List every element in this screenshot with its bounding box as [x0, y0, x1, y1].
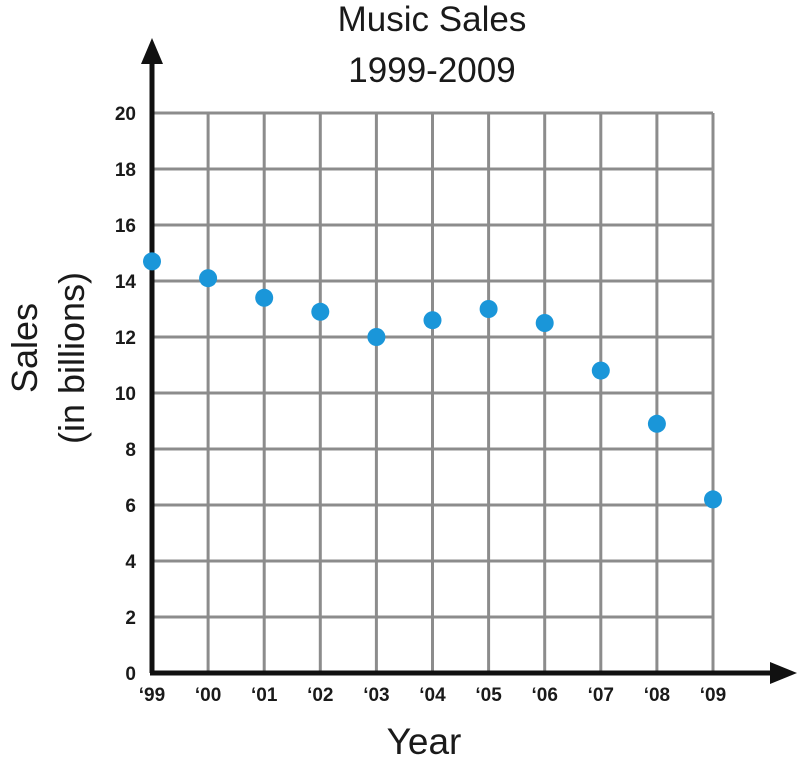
x-tick-label: ‘00	[195, 685, 221, 706]
data-point	[591, 361, 610, 380]
y-tick-label: 14	[115, 272, 137, 293]
data-points	[143, 252, 722, 509]
data-point	[535, 314, 554, 332]
y-tick-label: 16	[115, 216, 136, 237]
x-tick-labels: ‘99 ‘00 ‘01 ‘02 ‘03 ‘04 ‘05 ‘06 ‘07 ‘08 ‘09	[139, 685, 726, 706]
y-tick-label: 12	[115, 328, 136, 349]
data-point	[311, 302, 330, 321]
x-tick-label: ‘08	[644, 685, 670, 706]
y-axis-arrowhead	[141, 38, 163, 64]
y-tick-label: 18	[115, 160, 136, 181]
y-axis-label-units: (in billions)	[51, 272, 92, 444]
data-point	[704, 490, 722, 509]
y-axis-label: Sales	[4, 303, 45, 393]
x-tick-label: ‘01	[251, 685, 278, 706]
grid	[152, 111, 715, 673]
x-tick-label: ‘03	[363, 685, 389, 706]
y-tick-labels: 0 2 4 6 8 10 12 14 16 18 20	[115, 104, 137, 685]
y-tick-label: 20	[115, 104, 136, 125]
x-tick-label: ‘07	[588, 685, 614, 706]
y-tick-label: 6	[125, 496, 136, 517]
y-tick-label: 0	[125, 664, 136, 685]
data-point	[423, 311, 442, 330]
data-point	[255, 288, 274, 307]
data-point	[647, 414, 666, 433]
x-axis-arrowhead	[770, 662, 797, 684]
x-axis-label: Year	[387, 721, 462, 760]
x-tick-label: ‘06	[531, 685, 557, 706]
data-point	[367, 328, 386, 346]
x-tick-label: ‘05	[475, 685, 502, 706]
data-point	[143, 252, 161, 271]
y-tick-label: 10	[115, 384, 136, 405]
x-tick-label: ‘09	[700, 685, 726, 706]
y-tick-label: 4	[125, 552, 136, 573]
chart-subtitle: 1999-2009	[348, 51, 515, 90]
x-tick-label: ‘99	[139, 685, 165, 706]
data-point	[199, 269, 218, 288]
x-tick-label: ‘02	[307, 685, 333, 706]
data-point	[479, 300, 498, 318]
y-tick-label: 2	[125, 608, 136, 629]
chart-title: Music Sales	[338, 0, 527, 39]
y-tick-label: 8	[125, 440, 136, 461]
x-tick-label: ‘04	[419, 685, 446, 706]
